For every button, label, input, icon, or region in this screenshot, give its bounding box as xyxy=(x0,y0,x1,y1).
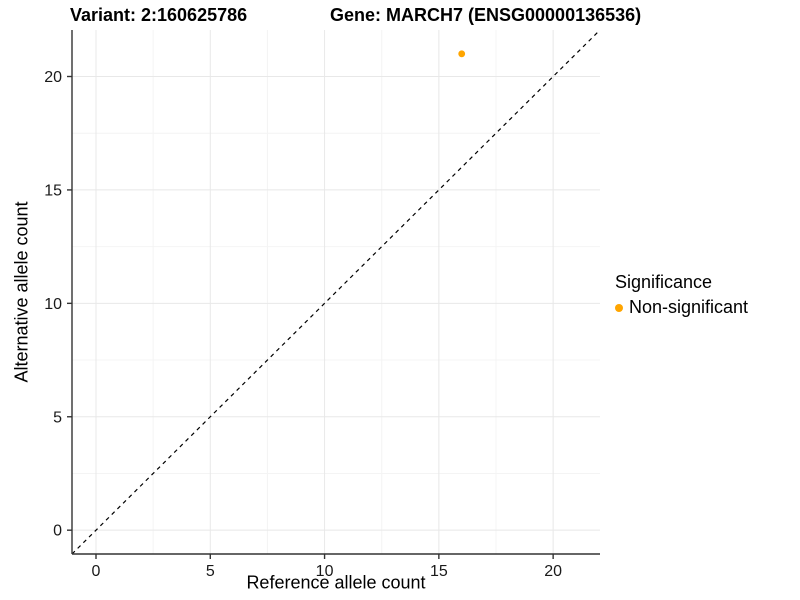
y-tick-label: 20 xyxy=(44,69,62,86)
x-tick-label: 5 xyxy=(206,563,215,580)
legend-item: Non-significant xyxy=(615,297,748,318)
y-tick-label: 0 xyxy=(53,523,62,540)
y-tick-label: 5 xyxy=(53,409,62,426)
x-tick-label: 10 xyxy=(316,563,334,580)
y-tick-label: 15 xyxy=(44,182,62,199)
plot-title-gene: Gene: MARCH7 (ENSG00000136536) xyxy=(330,5,642,25)
legend: Significance Non-significant xyxy=(615,272,748,318)
y-axis-title: Alternative allele count xyxy=(11,201,32,383)
legend-title: Significance xyxy=(615,272,713,292)
y-tick-label: 10 xyxy=(44,296,62,313)
x-tick-label: 15 xyxy=(430,563,448,580)
legend-item-label: Non-significant xyxy=(629,297,749,317)
x-axis-title: Reference allele count xyxy=(246,572,426,593)
plot-title-variant: Variant: 2:160625786 xyxy=(70,5,248,25)
data-point xyxy=(458,50,466,58)
x-tick-label: 20 xyxy=(544,563,562,580)
identity-dashed-line xyxy=(71,29,601,555)
legend-point-icon xyxy=(615,303,623,312)
x-tick-label: 0 xyxy=(92,563,101,580)
